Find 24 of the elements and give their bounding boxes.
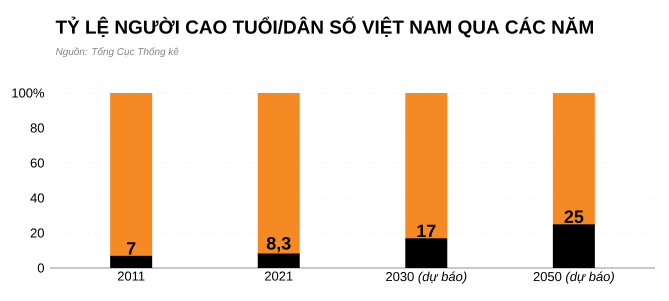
- y-tick-label: 80: [30, 123, 44, 133]
- x-tick-label: 2050 (dự báo): [534, 272, 614, 284]
- bar: [405, 238, 448, 268]
- x-tick-label: 2021: [264, 272, 292, 281]
- bar: [552, 224, 595, 268]
- data-label: 7: [126, 242, 136, 255]
- bar: [258, 92, 300, 254]
- bar: [552, 92, 595, 224]
- data-label: 8,3: [266, 236, 291, 252]
- chart-title: TỶ LỆ NGƯỜI CAO TUỔI/DÂN SỐ VIỆT NAM QUA CÁC NĂM: [56, 16, 593, 38]
- x-tick-label: 2011: [118, 272, 144, 281]
- bar: [405, 92, 448, 238]
- data-label: 17: [417, 224, 436, 238]
- y-tick-label: 40: [30, 193, 44, 203]
- data-label: 25: [564, 210, 584, 224]
- text: Nguồn: Tổng Cục Thống kê: [56, 46, 178, 58]
- bar: [258, 253, 300, 268]
- x-tick-label: 2030 (dự báo): [386, 272, 466, 284]
- y-tick-label: 20: [30, 228, 44, 238]
- y-tick-label: 0: [38, 263, 44, 273]
- y-tick-label: 60: [30, 158, 44, 168]
- bar: [110, 256, 152, 268]
- bar: [110, 92, 152, 256]
- y-tick-label: 100%: [12, 88, 44, 98]
